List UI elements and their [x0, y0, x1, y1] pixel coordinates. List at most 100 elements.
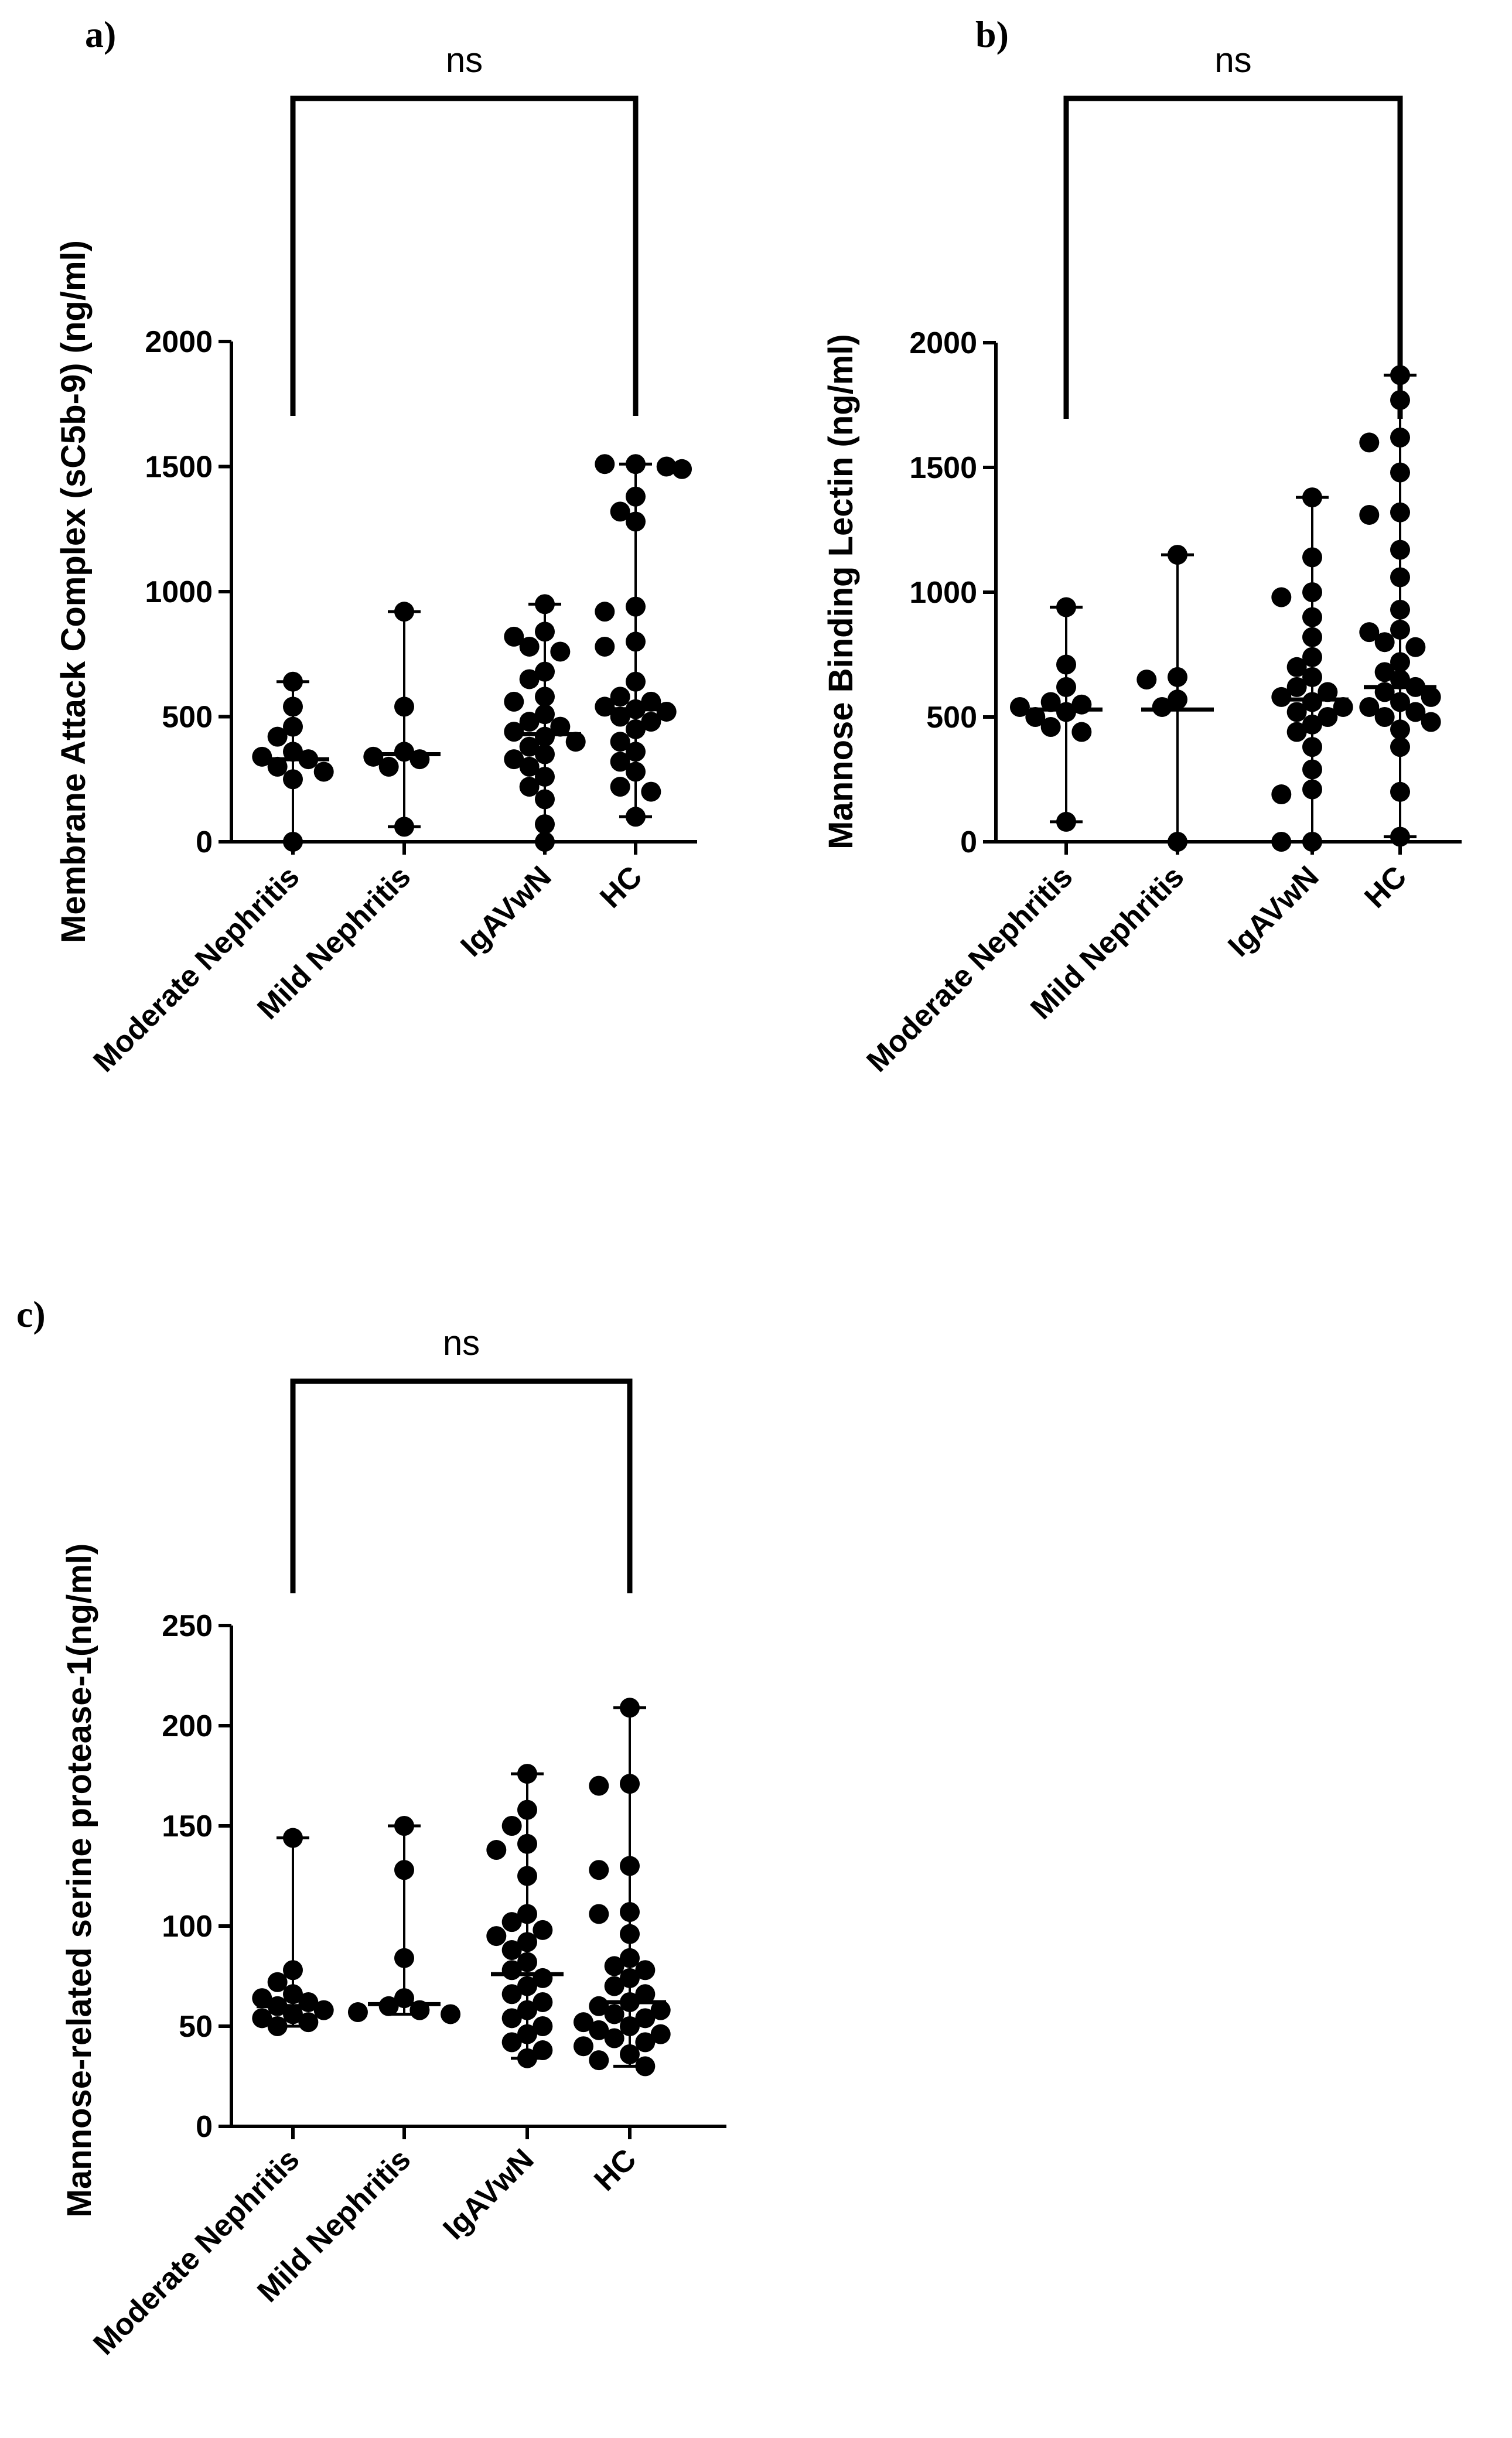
data-point	[267, 1996, 288, 2016]
data-point	[1390, 737, 1410, 757]
data-point	[394, 1816, 414, 1836]
y-tick-label: 50	[179, 2010, 213, 2044]
data-point	[1302, 647, 1322, 667]
data-point	[1302, 582, 1322, 602]
data-point	[283, 671, 303, 692]
significance-label: ns	[443, 1323, 480, 1363]
data-point	[283, 769, 303, 790]
data-point	[1390, 390, 1410, 410]
data-point	[1168, 832, 1187, 852]
data-point	[517, 1952, 537, 1972]
data-point	[504, 626, 524, 647]
data-point	[550, 641, 571, 662]
data-point	[252, 2008, 272, 2029]
data-point	[626, 742, 646, 762]
significance-bracket	[1063, 95, 1403, 419]
data-point	[573, 2036, 593, 2057]
data-point	[1152, 696, 1172, 717]
data-point	[409, 749, 430, 770]
data-point	[313, 2000, 334, 2020]
data-point	[626, 762, 646, 782]
y-tick-label: 500	[926, 701, 977, 735]
data-point	[1168, 689, 1187, 710]
y-tick-label: 0	[196, 825, 213, 859]
series-1	[347, 1816, 461, 2024]
data-point	[267, 1972, 288, 1992]
data-point	[519, 669, 540, 689]
significance-bracket	[290, 1378, 633, 1593]
data-point	[517, 1833, 537, 1854]
data-point	[409, 2000, 430, 2020]
data-point	[517, 1764, 537, 1784]
data-point	[620, 1924, 640, 1944]
data-point	[283, 716, 303, 737]
data-point	[626, 596, 646, 617]
data-point	[1040, 717, 1061, 737]
data-point	[394, 817, 414, 837]
data-point	[1056, 811, 1076, 832]
data-point	[519, 636, 540, 657]
data-point	[626, 807, 646, 827]
data-point	[610, 752, 630, 772]
data-point	[535, 726, 555, 747]
data-point	[635, 1960, 656, 1981]
data-point	[573, 2012, 593, 2033]
data-point	[1318, 682, 1338, 702]
data-point	[535, 594, 555, 614]
data-point	[501, 1912, 522, 1932]
data-point	[641, 712, 661, 732]
y-tick-label: 100	[162, 1910, 213, 1944]
data-point	[635, 2008, 656, 2029]
data-point	[620, 1774, 640, 1794]
data-point	[1359, 622, 1380, 643]
data-point	[620, 1698, 640, 1718]
panel-label: a)	[85, 13, 116, 55]
data-point	[626, 486, 646, 507]
data-point	[283, 2004, 303, 2024]
data-point	[1025, 707, 1046, 727]
y-tick-label: 0	[196, 2110, 213, 2144]
data-point	[635, 2032, 656, 2053]
data-point	[1421, 712, 1441, 732]
y-tick-label: 1000	[909, 576, 977, 610]
data-point	[1302, 832, 1322, 852]
data-point	[595, 696, 615, 717]
data-point	[504, 749, 524, 770]
series-3	[595, 454, 692, 827]
x-tick-label: HC	[1358, 859, 1413, 914]
data-point	[1374, 707, 1395, 727]
data-point	[394, 742, 414, 762]
data-point	[1390, 692, 1410, 712]
data-point	[604, 2004, 624, 2024]
data-point	[535, 661, 555, 682]
data-point	[1390, 781, 1410, 802]
y-tick-label: 1000	[145, 575, 213, 609]
data-point	[394, 1860, 414, 1880]
data-point	[533, 1968, 553, 1988]
significance-label: ns	[446, 40, 483, 80]
y-axis-title: Membrane Attack Complex (sC5b-9) (ng/ml)	[54, 240, 93, 943]
data-point	[604, 1976, 624, 1996]
data-point	[1390, 502, 1410, 523]
data-point	[620, 1902, 640, 1923]
data-point	[535, 766, 555, 787]
data-point	[1271, 784, 1292, 805]
data-point	[394, 602, 414, 622]
data-point	[394, 1988, 414, 2009]
data-point	[595, 602, 615, 622]
series-3	[573, 1698, 671, 2077]
data-point	[1168, 545, 1187, 565]
data-point	[535, 622, 555, 642]
data-point	[517, 1904, 537, 1924]
data-point	[1302, 627, 1322, 647]
data-point	[1286, 722, 1307, 742]
data-point	[378, 756, 399, 777]
data-point	[1056, 597, 1076, 617]
data-point	[501, 1960, 522, 1981]
data-point	[283, 696, 303, 717]
data-point	[1318, 707, 1338, 727]
data-point	[672, 459, 692, 479]
y-axis-title: Mannose Binding Lectin (ng/ml)	[822, 334, 860, 849]
data-point	[1374, 682, 1395, 702]
data-point	[1390, 619, 1410, 640]
